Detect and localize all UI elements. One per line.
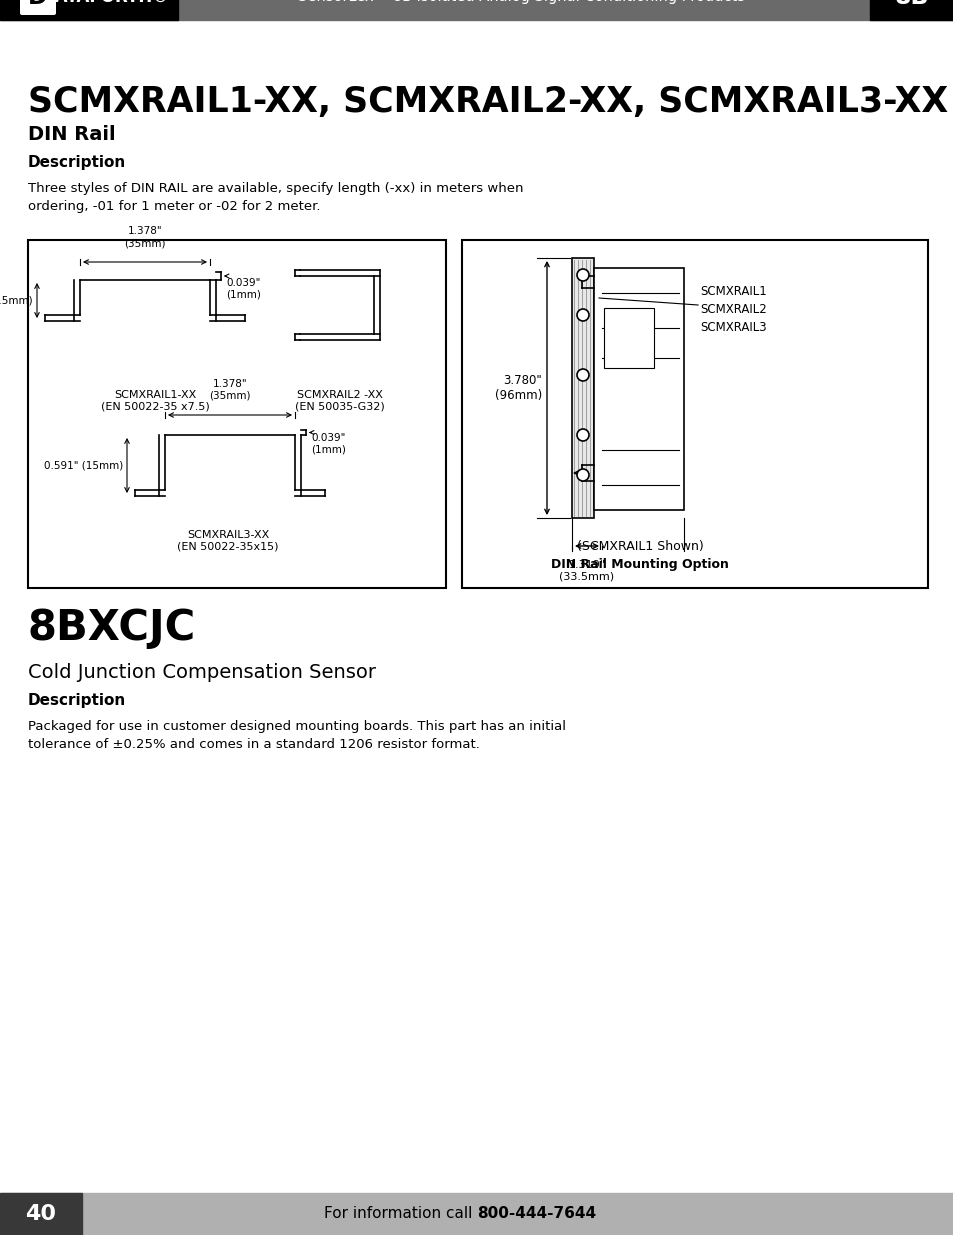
Text: Packaged for use in customer designed mounting boards. This part has an initial
: Packaged for use in customer designed mo…	[28, 720, 565, 751]
Text: 800-444-7644: 800-444-7644	[476, 1207, 596, 1221]
Text: 8B: 8B	[894, 0, 928, 9]
Text: For information call: For information call	[323, 1207, 476, 1221]
Circle shape	[577, 269, 588, 282]
Bar	[461, 240, 927, 588]
Bar	[869, 0, 953, 20]
Text: Description: Description	[28, 154, 126, 169]
Text: Description: Description	[28, 693, 126, 708]
Text: SCMXRAIL2 -XX
(EN 50035-G32): SCMXRAIL2 -XX (EN 50035-G32)	[294, 390, 384, 411]
Text: SCMXRAIL1
SCMXRAIL2
SCMXRAIL3: SCMXRAIL1 SCMXRAIL2 SCMXRAIL3	[700, 285, 766, 333]
Text: 0.295" (7.5mm): 0.295" (7.5mm)	[0, 295, 33, 305]
Bar	[594, 268, 683, 510]
Text: SensorLex™ 8B Isolated Analog Signal Conditioning Products: SensorLex™ 8B Isolated Analog Signal Con…	[298, 0, 744, 5]
FancyBboxPatch shape	[20, 0, 56, 15]
Text: 40: 40	[26, 1204, 56, 1224]
Text: Three styles of DIN RAIL are available, specify length (-xx) in meters when
orde: Three styles of DIN RAIL are available, …	[28, 182, 523, 212]
Text: 0.039"
(1mm): 0.039" (1mm)	[311, 433, 346, 454]
Bar	[603, 308, 654, 368]
Text: DIN Rail: DIN Rail	[28, 126, 115, 144]
Bar	[0, 0, 953, 20]
Bar	[28, 240, 446, 588]
Bar	[0, 0, 178, 20]
Text: SCMXRAIL1-XX, SCMXRAIL2-XX, SCMXRAIL3-XX: SCMXRAIL1-XX, SCMXRAIL2-XX, SCMXRAIL3-XX	[28, 85, 947, 119]
Bar	[0, 1193, 82, 1235]
Text: DATAFORTH®: DATAFORTH®	[41, 0, 169, 6]
Bar	[0, 1193, 953, 1235]
Text: 0.591" (15mm): 0.591" (15mm)	[44, 461, 123, 471]
Circle shape	[577, 369, 588, 382]
Text: 0.039"
(1mm): 0.039" (1mm)	[226, 278, 260, 300]
Text: (SCMXRAIL1 Shown): (SCMXRAIL1 Shown)	[576, 540, 702, 553]
Text: 1.378"
(35mm): 1.378" (35mm)	[124, 226, 166, 248]
Circle shape	[577, 309, 588, 321]
Text: D: D	[29, 0, 48, 9]
Text: 3.780"
(96mm): 3.780" (96mm)	[495, 374, 541, 403]
Circle shape	[577, 429, 588, 441]
Text: SCMXRAIL3-XX
(EN 50022-35x15): SCMXRAIL3-XX (EN 50022-35x15)	[177, 530, 278, 552]
Text: 1.319"
(33.5mm): 1.319" (33.5mm)	[558, 559, 614, 582]
Text: Cold Junction Compensation Sensor: Cold Junction Compensation Sensor	[28, 662, 375, 682]
Text: DIN Rail Mounting Option: DIN Rail Mounting Option	[551, 558, 728, 571]
Text: SCMXRAIL1-XX
(EN 50022-35 x7.5): SCMXRAIL1-XX (EN 50022-35 x7.5)	[100, 390, 209, 411]
Bar	[572, 258, 594, 517]
Text: 8BXCJC: 8BXCJC	[28, 606, 196, 650]
Circle shape	[577, 469, 588, 480]
Text: 1.378"
(35mm): 1.378" (35mm)	[209, 379, 251, 401]
